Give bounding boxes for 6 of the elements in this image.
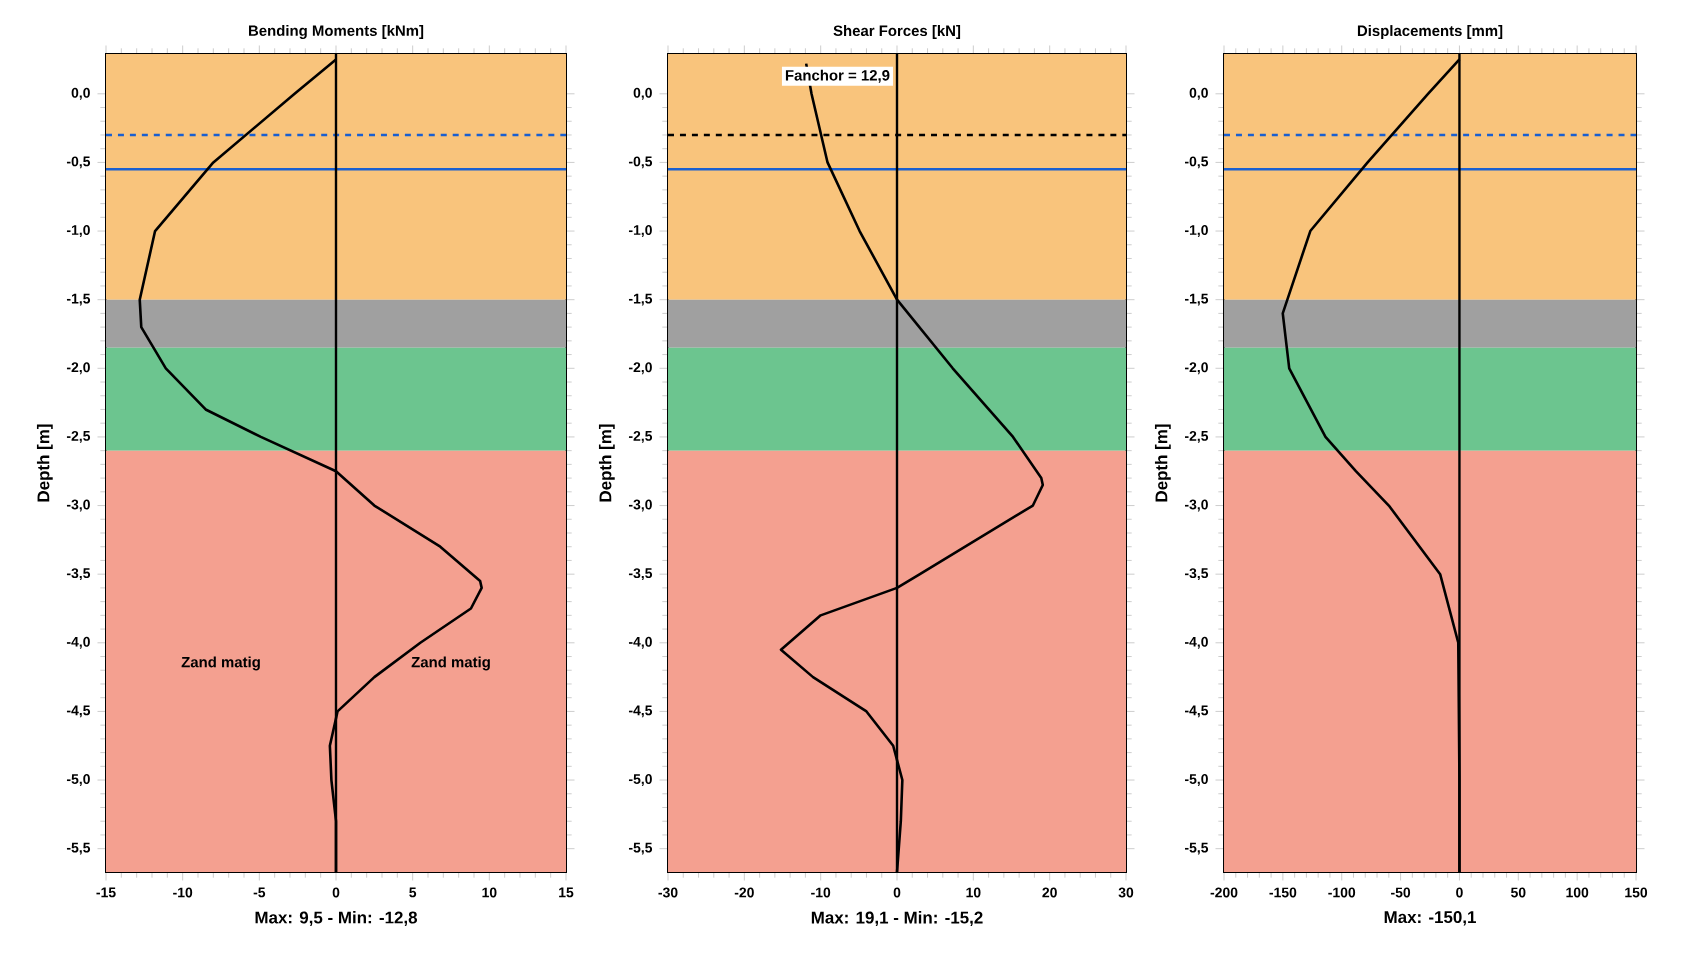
y-axis-title: Depth [m] bbox=[1154, 424, 1171, 502]
y-axis-title: Depth [m] bbox=[598, 424, 615, 502]
x-axis-title: Max: 19,1 - Min: -15,2 bbox=[811, 911, 983, 927]
x-axis-title: Max: 9,5 - Min: -12,8 bbox=[255, 911, 418, 926]
x-axis-title: Max: -150,1 bbox=[1384, 911, 1476, 926]
y-axis-title: Depth [m] bbox=[36, 424, 53, 502]
